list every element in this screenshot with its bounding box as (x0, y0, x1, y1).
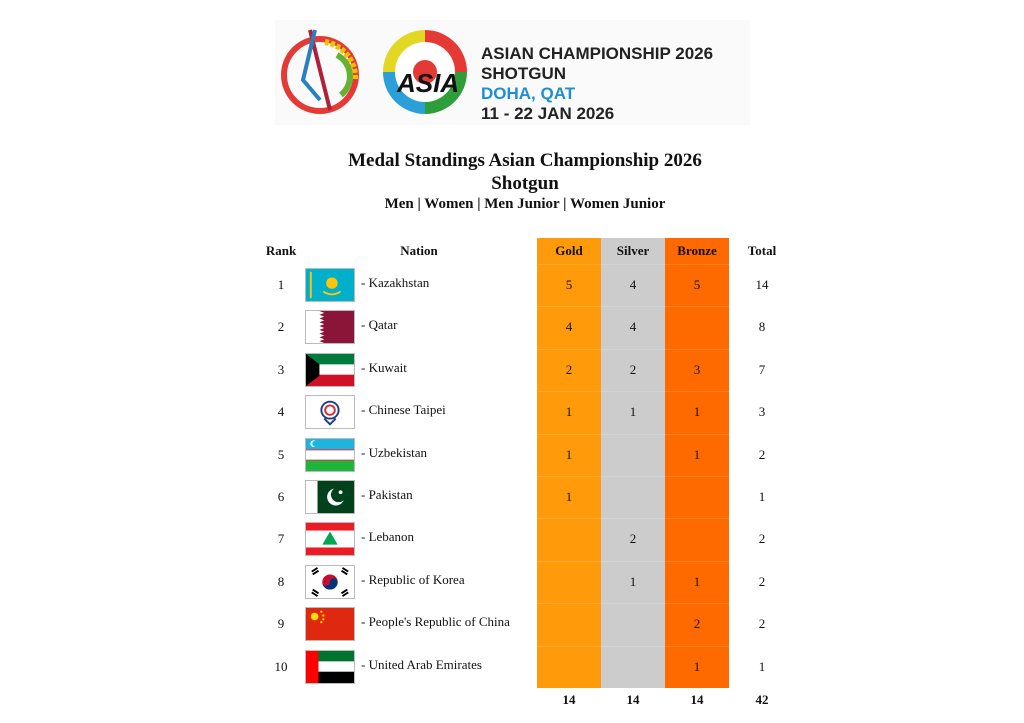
header-gold: Gold (555, 243, 583, 258)
row-divider (537, 518, 729, 520)
silver-cell: 2 (629, 531, 637, 547)
logo-line-1: ASIAN CHAMPIONSHIP 2026 (481, 44, 714, 63)
qatar-flag-icon (305, 310, 355, 345)
bronze-cell: 2 (693, 616, 701, 632)
logo-line-2: SHOTGUN (481, 64, 566, 83)
rank-cell: 8 (277, 573, 285, 589)
gold-cell: 1 (565, 446, 573, 462)
total-cell: 2 (758, 616, 766, 632)
pakistan-flag-icon (305, 480, 355, 514)
rank-cell: 10 (274, 658, 288, 674)
silver-cell: 2 (629, 361, 637, 377)
nation-name: - United Arab Emirates (361, 656, 482, 672)
rank-cell: 5 (277, 446, 285, 462)
nation-name: - People's Republic of China (361, 614, 510, 630)
china-flag-icon (305, 607, 355, 642)
gold-cell: 2 (565, 361, 573, 377)
kuwait-flag-icon (305, 352, 355, 387)
rank-cell: 6 (277, 489, 285, 504)
row-divider (537, 603, 729, 605)
row-divider (537, 560, 729, 562)
header-total: Total (747, 243, 777, 258)
header-rank: Rank (265, 243, 297, 258)
total-cell: 8 (758, 319, 766, 335)
bronze-cell: 1 (693, 658, 701, 674)
svg-text:ASIA: ASIA (396, 68, 459, 98)
rank-cell: 1 (277, 277, 285, 292)
categories-line: Men | Women | Men Junior | Women Junior (384, 196, 666, 212)
nation-name: - Chinese Taipei (361, 402, 446, 418)
nation-name: - Pakistan (361, 487, 413, 502)
logo-line-3: DOHA, QAT (481, 84, 576, 103)
bronze-cell: 5 (693, 277, 701, 292)
kazakhstan-flag-icon (305, 268, 355, 302)
rank-cell: 9 (277, 616, 285, 632)
lebanon-flag-icon (305, 522, 355, 557)
bronze-cell: 1 (693, 573, 701, 589)
nation-name: - Republic of Korea (361, 571, 465, 587)
logo-emblems-icon: ASIA (281, 29, 467, 114)
silver-column-bg (601, 238, 665, 688)
gold-column-bg (537, 238, 601, 688)
total-gold: 14 (562, 692, 576, 707)
total-cell: 7 (758, 361, 766, 377)
silver-cell: 4 (629, 319, 637, 335)
rank-cell: 7 (277, 531, 285, 547)
nation-name: - Qatar (361, 317, 398, 333)
row-divider (537, 476, 729, 477)
bronze-column-bg (665, 238, 729, 688)
silver-cell: 4 (629, 277, 637, 292)
chinese-taipei-flag-icon (305, 395, 355, 430)
bronze-cell: 1 (693, 446, 701, 462)
header-bronze: Bronze (677, 243, 717, 258)
total-silver: 14 (626, 692, 640, 707)
rank-cell: 4 (277, 404, 285, 420)
page-subtitle: Shotgun (491, 173, 559, 194)
page-title: Medal Standings Asian Championship 2026 (348, 150, 702, 171)
total-cell: 3 (758, 404, 766, 420)
uae-flag-icon (305, 649, 355, 684)
nation-name: - Lebanon (361, 529, 415, 545)
total-all: 42 (755, 692, 769, 707)
bronze-cell: 3 (693, 361, 701, 377)
total-cell: 1 (758, 658, 766, 674)
row-divider (537, 348, 729, 350)
total-cell: 1 (758, 489, 766, 504)
gold-cell: 5 (565, 277, 573, 292)
row-divider (537, 306, 729, 308)
row-divider (537, 391, 729, 393)
logo-line-4: 11 - 22 JAN 2026 (481, 104, 615, 123)
silver-cell: 1 (629, 573, 637, 589)
championship-logo: ASIA ASIAN CHAMPIONSHIP 2026 SHOTGUN DOH… (275, 20, 750, 125)
total-bronze: 14 (690, 692, 704, 707)
rank-cell: 2 (277, 319, 285, 335)
header-nation: Nation (400, 243, 438, 258)
header-silver: Silver (616, 243, 650, 258)
gold-cell: 1 (565, 489, 573, 504)
nation-name: - Kuwait (361, 359, 407, 375)
nation-name: - Uzbekistan (361, 444, 428, 460)
total-cell: 2 (758, 531, 766, 547)
row-divider (537, 264, 729, 265)
row-divider (537, 645, 729, 647)
rank-cell: 3 (277, 361, 285, 377)
korea-flag-icon (305, 564, 355, 599)
silver-cell: 1 (629, 404, 637, 420)
row-divider (537, 433, 729, 435)
nation-name: - Kazakhstan (361, 275, 430, 290)
bronze-cell: 1 (693, 404, 701, 420)
total-cell: 2 (758, 573, 766, 589)
uzbekistan-flag-icon (305, 437, 355, 472)
total-cell: 2 (758, 446, 766, 462)
gold-cell: 4 (565, 319, 573, 335)
total-cell: 14 (755, 277, 769, 292)
gold-cell: 1 (565, 404, 573, 420)
